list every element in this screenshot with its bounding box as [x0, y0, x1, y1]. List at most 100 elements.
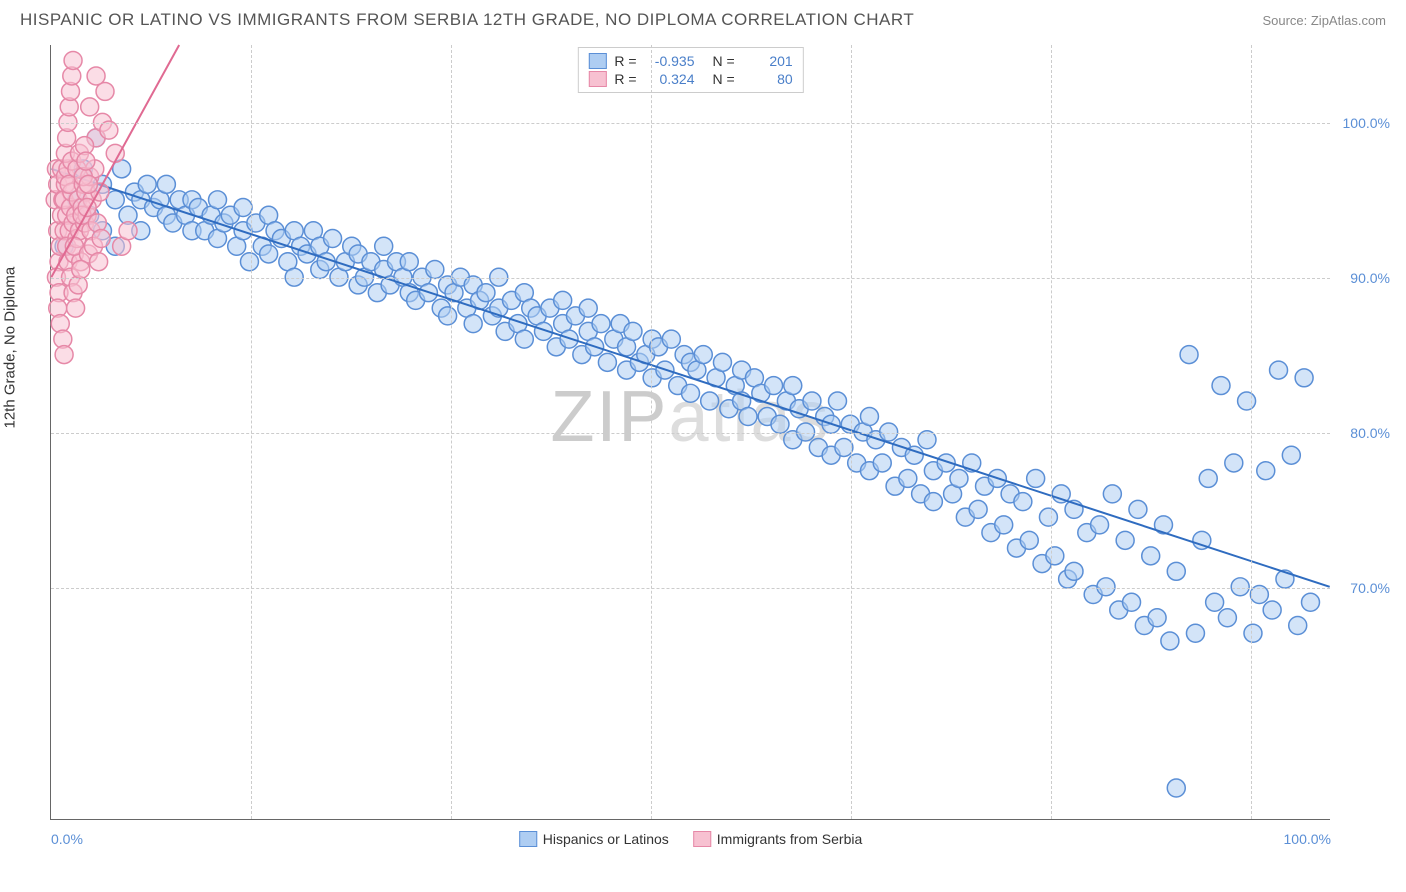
data-point [77, 152, 95, 170]
chart-header: HISPANIC OR LATINO VS IMMIGRANTS FROM SE… [20, 10, 1386, 30]
data-point [1046, 547, 1064, 565]
data-point [1103, 485, 1121, 503]
data-point [1180, 346, 1198, 364]
data-point [157, 175, 175, 193]
data-point [119, 222, 137, 240]
data-point [739, 408, 757, 426]
y-axis-label: 12th Grade, No Diploma [2, 267, 19, 429]
data-point [1161, 632, 1179, 650]
data-point [1167, 779, 1185, 797]
data-point [1027, 469, 1045, 487]
data-point [81, 98, 99, 116]
data-point [1295, 369, 1313, 387]
n-label: N = [713, 71, 735, 87]
grid-line-h [51, 278, 1330, 279]
data-point [1039, 508, 1057, 526]
plot-area: ZIPatlas R =-0.935N =201R =0.324N =80 Hi… [50, 45, 1330, 820]
data-point [439, 307, 457, 325]
data-point [375, 237, 393, 255]
grid-line-v [251, 45, 252, 819]
data-point [682, 384, 700, 402]
data-point [426, 260, 444, 278]
data-point [1199, 469, 1217, 487]
legend-swatch [588, 53, 606, 69]
grid-line-h [51, 588, 1330, 589]
grid-line-v [451, 45, 452, 819]
data-point [1129, 500, 1147, 518]
data-point [1116, 531, 1134, 549]
legend-item: Immigrants from Serbia [693, 831, 862, 847]
data-point [1142, 547, 1160, 565]
data-point [1186, 624, 1204, 642]
data-point [209, 191, 227, 209]
data-point [87, 67, 105, 85]
data-point [1257, 462, 1275, 480]
data-point [829, 392, 847, 410]
data-point [234, 199, 252, 217]
data-point [924, 493, 942, 511]
ytick-label: 90.0% [1350, 270, 1390, 286]
data-point [1014, 493, 1032, 511]
data-point [765, 377, 783, 395]
bottom-legend: Hispanics or Latinos Immigrants from Serb… [519, 831, 863, 847]
data-point [554, 291, 572, 309]
data-point [55, 346, 73, 364]
data-point [950, 469, 968, 487]
grid-line-v [1251, 45, 1252, 819]
data-point [477, 284, 495, 302]
data-point [592, 315, 610, 333]
n-value: 80 [743, 71, 793, 87]
r-label: R = [614, 71, 636, 87]
data-point [64, 51, 82, 69]
stats-box: R = -0.935 N = 201R = 0.324 N = 80 [577, 47, 803, 93]
grid-line-h [51, 123, 1330, 124]
data-point [860, 408, 878, 426]
r-value: 0.324 [645, 71, 695, 87]
data-point [662, 330, 680, 348]
data-point [1263, 601, 1281, 619]
data-point [624, 322, 642, 340]
legend-swatch [588, 71, 606, 87]
data-point [1282, 446, 1300, 464]
data-point [79, 175, 97, 193]
stats-row: R = 0.324 N = 80 [588, 70, 792, 88]
stats-row: R =-0.935N =201 [588, 52, 792, 70]
data-point [771, 415, 789, 433]
data-point [784, 377, 802, 395]
xtick-label-right: 100.0% [1284, 831, 1331, 847]
data-point [969, 500, 987, 518]
data-point [1148, 609, 1166, 627]
trend-line [51, 169, 1329, 587]
data-point [1302, 593, 1320, 611]
source-label: Source: ZipAtlas.com [1262, 13, 1386, 28]
data-point [1244, 624, 1262, 642]
data-point [701, 392, 719, 410]
r-value: -0.935 [645, 53, 695, 69]
data-point [579, 299, 597, 317]
data-point [67, 299, 85, 317]
chart-title: HISPANIC OR LATINO VS IMMIGRANTS FROM SE… [20, 10, 914, 30]
data-point [260, 245, 278, 263]
data-point [1065, 562, 1083, 580]
data-point [72, 260, 90, 278]
data-point [90, 253, 108, 271]
ytick-label: 80.0% [1350, 425, 1390, 441]
data-point [713, 353, 731, 371]
data-point [1270, 361, 1288, 379]
data-point [1167, 562, 1185, 580]
n-value: 201 [743, 53, 793, 69]
data-point [1091, 516, 1109, 534]
r-label: R = [614, 53, 636, 69]
data-point [324, 230, 342, 248]
data-point [873, 454, 891, 472]
ytick-label: 100.0% [1343, 115, 1390, 131]
data-point [138, 175, 156, 193]
grid-line-v [1051, 45, 1052, 819]
data-point [598, 353, 616, 371]
legend-label: Immigrants from Serbia [717, 831, 862, 847]
data-point [100, 121, 118, 139]
data-point [1206, 593, 1224, 611]
data-point [1218, 609, 1236, 627]
legend-label: Hispanics or Latinos [543, 831, 669, 847]
data-point [803, 392, 821, 410]
